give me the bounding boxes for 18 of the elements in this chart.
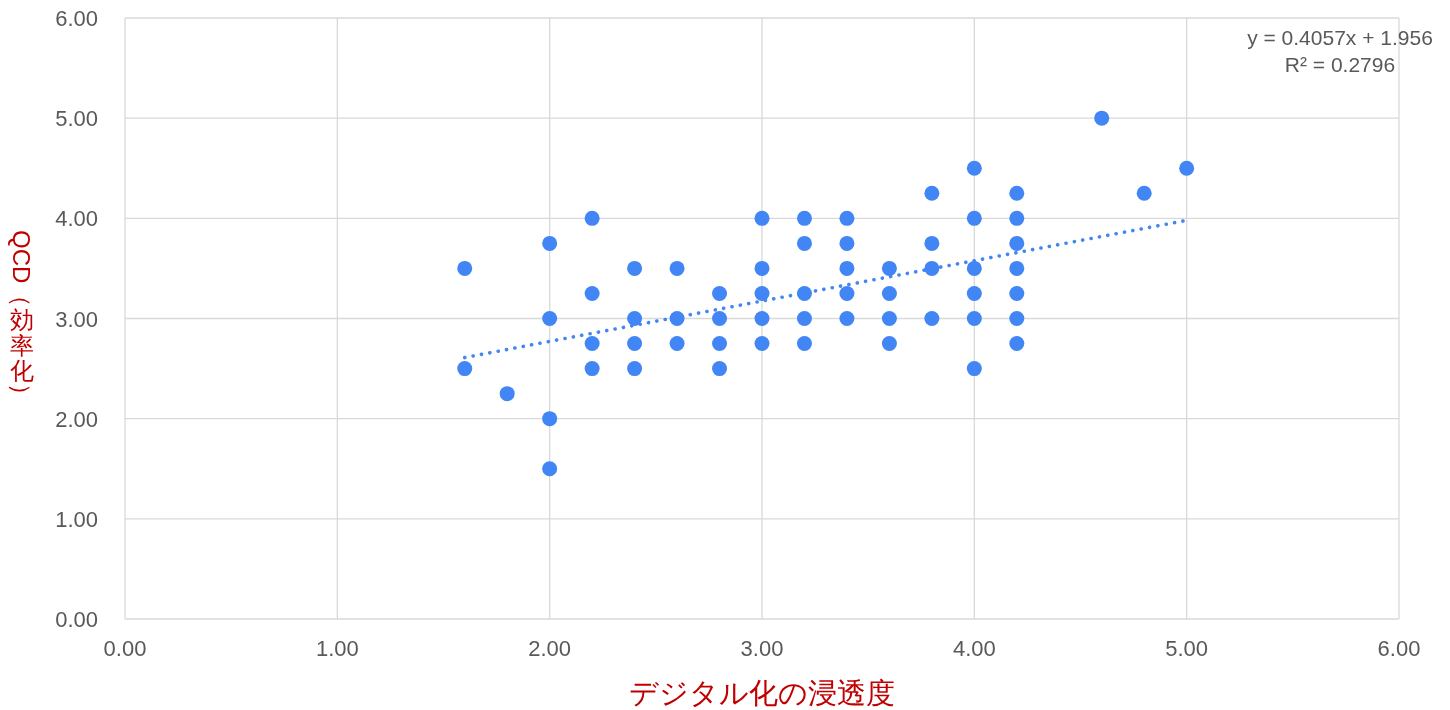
x-axis-title: デジタル化の浸透度 bbox=[629, 677, 895, 709]
x-tick-label: 1.00 bbox=[315, 636, 359, 661]
y-tick-label: 0.00 bbox=[55, 607, 98, 632]
y-axis-title: QCD（効率化） bbox=[8, 230, 36, 407]
y-tick-label: 6.00 bbox=[55, 6, 98, 31]
x-tick-label: 6.00 bbox=[1377, 636, 1421, 661]
y-tick-label: 1.00 bbox=[55, 506, 98, 532]
y-tick-label: 3.00 bbox=[55, 306, 98, 332]
x-tick-label: 3.00 bbox=[740, 636, 784, 661]
annotation: y = 0.4057x + 1.956 bbox=[1247, 26, 1433, 49]
annotation: R² = 0.2796 bbox=[1284, 53, 1396, 76]
x-tick-label: 2.00 bbox=[528, 636, 572, 661]
y-tick-label: 5.00 bbox=[55, 106, 98, 132]
x-tick-label: 5.00 bbox=[1165, 636, 1209, 661]
y-tick-label: 4.00 bbox=[55, 206, 98, 232]
x-tick-label: 4.00 bbox=[952, 636, 996, 661]
x-tick-label: 0.00 bbox=[103, 636, 147, 661]
y-tick-label: 2.00 bbox=[55, 406, 98, 432]
